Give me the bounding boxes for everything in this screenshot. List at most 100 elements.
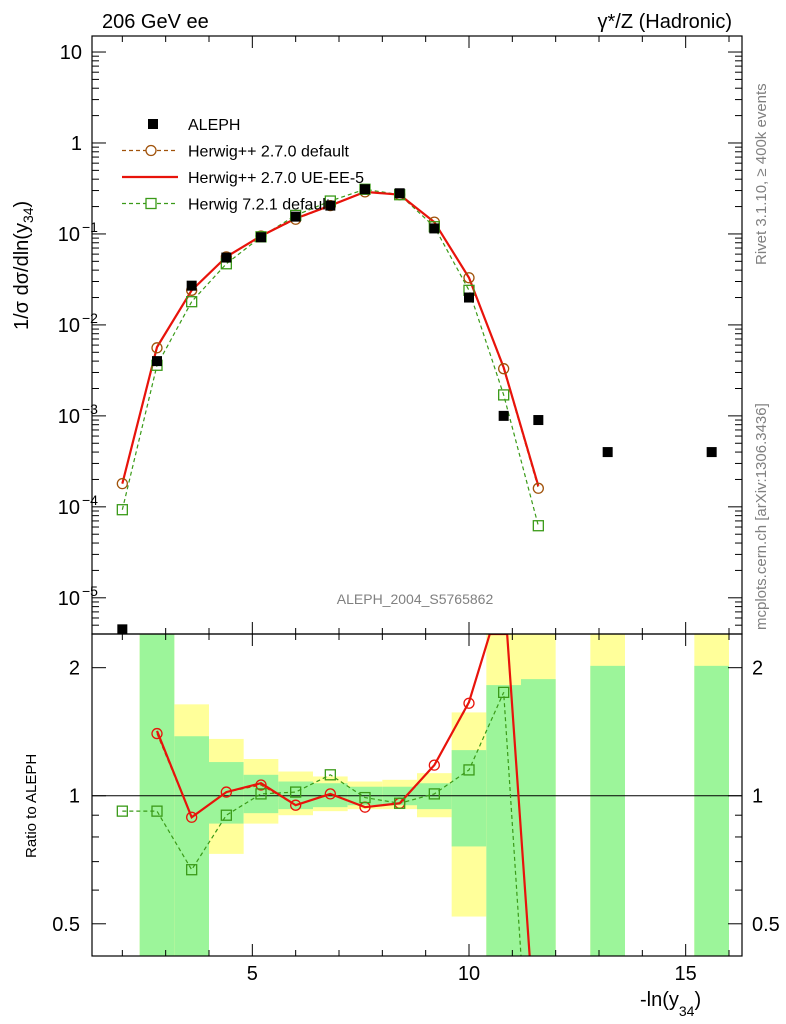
top-aleph-point-7 [360,184,370,195]
ratio-band-inner-13 [694,665,729,956]
ratio-band-inner-5 [313,783,348,808]
top-aleph-point-10 [464,292,474,303]
ratio-herwig7-point-7 [359,791,371,804]
top-herwigpp-default-point-1 [151,342,163,354]
top-aleph-point-3 [221,252,232,263]
top-ytick-exp-3: −2 [82,310,98,326]
ratio-bands [139,634,729,956]
header-right-title-post: (Hadronic) [633,11,732,33]
top-herwig7-line [121,188,539,526]
ratio-band-inner-3 [243,774,279,814]
ratio-panel-frame [91,633,743,957]
ratio-herwig7-point-5 [290,786,302,798]
ratio-herwig7-point-3 [220,809,232,821]
top-aleph-point-0 [117,624,128,634]
legend-marker-herwig7 [145,197,157,210]
ratio-herwig7-line [122,692,522,956]
ratio-herwigpp-default-point-8 [428,759,440,771]
top-aleph-point-1 [152,356,162,367]
ratio-herwig7-point-4 [255,788,267,800]
top-aleph-point-11 [498,410,509,421]
ratio-band-inner-0 [139,634,175,956]
ratio-herwig7-point-0 [116,805,128,817]
ratio-herwigpp-ue-line [155,634,531,956]
ratio-herwigpp-default-point-4 [290,799,302,811]
ratio-herwigpp-default-point-1 [186,811,198,823]
ratio-herwig7-point-2 [186,864,198,876]
top-herwig7-point-0 [116,504,128,516]
ratio-panel-series [116,634,531,956]
top-aleph-point-5 [290,211,301,222]
top-herwigpp-default-point-12 [532,482,544,494]
bot-ytick-label-r-2: 2 [752,658,763,680]
top-ytick-exp-6: −5 [82,583,98,599]
bot-ytick-label-r-0: 0.5 [752,914,780,936]
top-ytick-label-3: 10 [58,315,80,337]
ratio-herwig7-point-10 [463,764,475,776]
top-ytick-label-5: 10 [58,497,80,519]
xtick-label-2: 15 [675,963,697,985]
top-ytick-label-4: 10 [58,406,80,428]
ratio-herwigpp-default-point-0 [151,727,163,740]
ratio-band-inner-10 [486,685,521,956]
rivet-label: Rivet 3.1.10, ≥ 400k events [753,83,770,265]
top-herwig7-point-12 [532,520,544,532]
xtick-label-0: 5 [247,963,258,985]
legend-label-aleph: ALEPH [188,117,240,134]
legend-label-herwig7: Herwig 7.2.1 default [188,197,331,214]
bot-ytick-label-1: 1 [69,786,80,808]
top-aleph-point-4 [256,232,266,243]
ratio-herwig7-point-9 [428,788,440,800]
ratio-band-inner-1 [174,736,209,956]
ratio-herwigpp-default-point-2 [220,786,232,798]
ratio-band-inner-12 [590,665,625,956]
top-ylabel: 1/σ dσ/dln(y34) [11,201,36,330]
top-aleph-point-9 [429,223,440,234]
top-aleph-point-8 [394,188,405,199]
ratio-band-inner-11 [521,679,556,956]
ratio-herwigpp-default-point-3 [255,779,267,791]
bottom-ylabel: Ratio to ALEPH [23,754,40,858]
top-ytick-label-2: 10 [58,224,80,246]
analysis-label: ALEPH_2004_S5765862 [337,591,494,607]
legend-label-herwigpp-ue: Herwig++ 2.7.0 UE-EE-5 [188,170,364,187]
legend-marker-aleph [148,119,158,129]
xtick-label-1: 10 [458,963,480,985]
xlabel: -ln(y34) [640,989,701,1019]
top-ytick-label-0: 10 [60,42,82,64]
top-herwigpp-default-point-10 [463,272,475,284]
top-aleph-point-6 [325,200,336,211]
top-aleph-point-12 [533,415,544,426]
header-right-title: γ*/Z (Hadronic) [598,11,732,33]
legend: ALEPH Herwig++ 2.7.0 default Herwig++ 2.7.… [122,117,364,214]
top-ytick-exp-4: −3 [82,401,98,417]
top-ytick-label-1: 1 [71,133,82,155]
ratio-herwigpp-default-point-5 [324,788,336,800]
top-herwigpp-default-point-11 [498,363,510,375]
top-aleph-point-2 [186,280,197,291]
ratio-herwig7-point-11 [498,686,510,699]
legend-label-herwigpp-default: Herwig++ 2.7.0 default [188,144,350,161]
top-panel-series [116,183,717,634]
ratio-herwig7-point-1 [151,805,163,817]
mcplots-label: mcplots.cern.ch [arXiv:1306.3436] [753,403,770,630]
bot-ytick-label-r-1: 1 [752,786,763,808]
ratio-band-inner-9 [451,750,487,847]
top-herwigpp-default-point-0 [116,477,128,490]
bot-ytick-label-0: 0.5 [52,914,80,936]
top-herwig7-point-2 [186,296,198,308]
top-herwigpp-default-line [121,191,539,489]
header-left-title: 206 GeV ee [102,11,209,33]
bot-ytick-label-2: 2 [69,658,80,680]
legend-marker-herwigpp-default [145,144,157,157]
top-aleph-point-13 [602,447,613,458]
top-aleph-point-14 [706,447,717,458]
header-right-title-pre: γ*/Z [598,11,634,33]
top-herwig7-point-11 [498,389,510,401]
top-ytick-exp-2: −1 [82,219,98,235]
ratio-herwigpp-default-point-9 [463,697,475,709]
ratio-herwig7-point-8 [394,797,406,809]
top-herwigpp-ue-line [121,190,540,487]
